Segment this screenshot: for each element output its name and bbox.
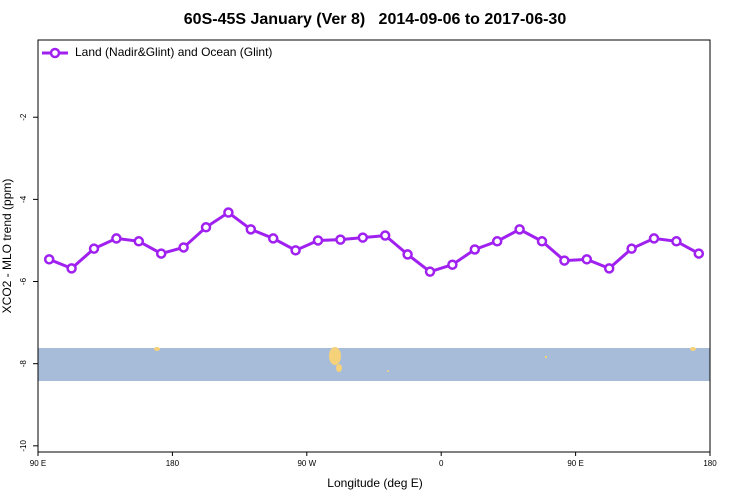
data-point — [536, 236, 548, 247]
data-point — [379, 230, 391, 241]
plot-frame — [37, 39, 711, 453]
data-point — [357, 232, 369, 243]
data-point — [648, 233, 660, 244]
data-point — [514, 224, 525, 235]
x-tick-label: 90 W — [297, 459, 316, 468]
x-tick-label: 180 — [703, 459, 717, 468]
data-point — [223, 207, 234, 218]
data-point — [245, 224, 257, 235]
data-point — [312, 235, 324, 246]
y-tick-label: -8 — [19, 360, 28, 368]
chart-title: 60S-45S January (Ver 8) 2014-09-06 to 20… — [184, 11, 567, 28]
data-point — [200, 222, 212, 233]
data-point — [491, 236, 503, 247]
data-point — [603, 263, 615, 274]
data-point — [671, 236, 682, 247]
data-point — [88, 243, 100, 254]
x-tick-label: 90 E — [567, 459, 583, 468]
y-tick-label: -6 — [19, 277, 28, 285]
data-point — [559, 255, 570, 266]
data-point — [66, 263, 77, 274]
data-point — [626, 243, 637, 254]
data-point — [447, 259, 458, 270]
data-point — [111, 233, 122, 244]
data-point — [469, 244, 481, 255]
data-point — [424, 266, 436, 277]
data-point — [581, 254, 593, 265]
y-tick-label: -4 — [19, 195, 28, 203]
data-point — [335, 234, 346, 245]
y-axis-label: XCO2 - MLO trend (ppm) — [0, 179, 14, 314]
y-tick-label: -10 — [19, 440, 28, 452]
legend-label: Land (Nadir&Glint) and Ocean (Glint) — [75, 45, 272, 59]
x-tick-label: 0 — [439, 459, 444, 468]
data-point — [155, 248, 167, 259]
x-tick-label: 180 — [166, 459, 180, 468]
x-tick-label: 90 E — [30, 459, 46, 468]
data-point — [133, 236, 145, 247]
data-point — [402, 249, 413, 260]
data-point — [178, 242, 189, 253]
series-line — [48, 210, 700, 274]
data-point — [43, 254, 55, 265]
map-strip — [38, 347, 710, 381]
x-axis-label: Longitude (deg E) — [327, 476, 422, 490]
data-point — [290, 245, 301, 256]
y-tick-label: -2 — [19, 113, 28, 121]
data-point — [693, 248, 705, 259]
legend-marker — [49, 47, 61, 59]
data-point — [267, 233, 279, 244]
